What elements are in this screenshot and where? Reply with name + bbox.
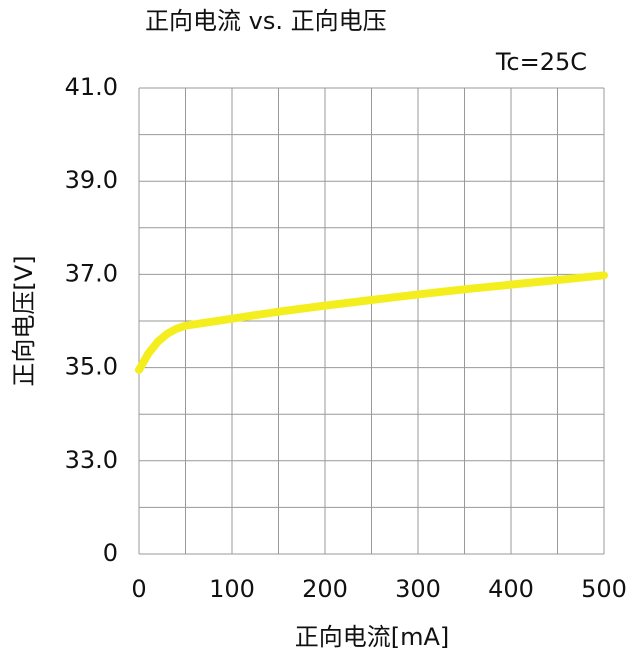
data-line (135, 271, 608, 374)
x-tick-label: 300 (395, 575, 441, 603)
x-tick-label: 200 (302, 575, 348, 603)
y-tick-label: 41.0 (65, 73, 118, 101)
x-axis-label: 正向电流[mA] (295, 623, 450, 651)
x-tick-label: 400 (488, 575, 534, 603)
x-tick-label: 0 (131, 575, 146, 603)
y-axis-label: 正向电压[V] (10, 255, 38, 386)
x-tick-label: 100 (209, 575, 255, 603)
chart-title: 正向电流 vs. 正向电压 (145, 7, 387, 35)
y-tick-label: 33.0 (65, 446, 118, 474)
y-tick-label: 0 (103, 539, 118, 567)
annotation: Tc=25C (495, 48, 587, 76)
x-tick-label: 500 (581, 575, 627, 603)
y-tick-label: 39.0 (65, 166, 118, 194)
y-tick-label: 35.0 (65, 353, 118, 381)
y-tick-label: 37.0 (65, 259, 118, 287)
